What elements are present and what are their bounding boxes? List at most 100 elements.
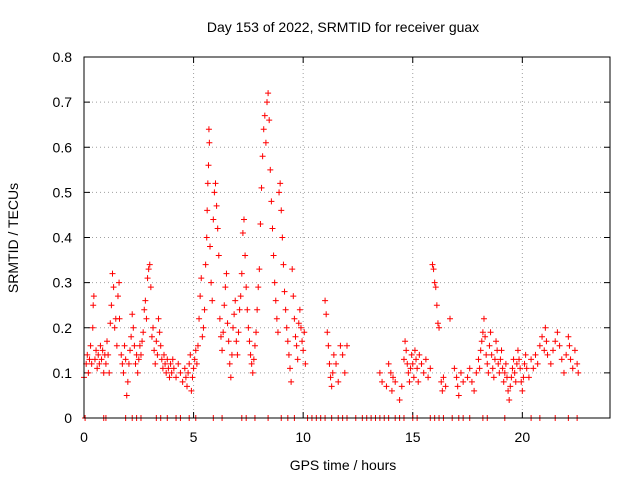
data-point (403, 347, 410, 354)
data-point (227, 374, 234, 381)
data-point (257, 220, 264, 227)
data-point (414, 365, 421, 372)
data-point (471, 387, 478, 394)
data-point (475, 356, 482, 363)
data-point (207, 243, 214, 250)
data-point (173, 374, 180, 381)
data-point (285, 351, 292, 358)
data-point (269, 225, 276, 232)
data-point (506, 396, 513, 403)
y-tick-label: 0.2 (53, 320, 73, 336)
data-point (488, 351, 495, 358)
data-point (385, 360, 392, 367)
data-point (479, 329, 486, 336)
data-point (253, 329, 260, 336)
data-point (204, 180, 211, 187)
data-point (258, 184, 265, 191)
y-tick-label: 0.1 (53, 365, 73, 381)
data-point (255, 284, 262, 291)
y-tick-label: 0.8 (53, 49, 73, 65)
data-point (153, 338, 160, 345)
data-point (261, 112, 268, 119)
data-point (476, 365, 483, 372)
data-point (118, 351, 125, 358)
data-point (323, 311, 330, 318)
data-point (231, 311, 238, 318)
data-point (468, 378, 475, 385)
data-point (234, 351, 241, 358)
data-point (433, 302, 440, 309)
data-point (206, 139, 213, 146)
data-point (100, 369, 107, 376)
data-point (116, 279, 123, 286)
data-point (102, 360, 109, 367)
data-point (90, 293, 97, 300)
data-point (146, 261, 153, 268)
data-point (447, 315, 454, 322)
data-point (534, 360, 541, 367)
data-point (530, 365, 537, 372)
data-point (571, 347, 578, 354)
data-point (302, 360, 309, 367)
chart-title: Day 153 of 2022, SRMTID for receiver gua… (207, 19, 479, 35)
data-point (289, 266, 296, 273)
data-point (110, 284, 117, 291)
data-point (453, 374, 460, 381)
data-point (291, 315, 298, 322)
data-point (565, 333, 572, 340)
data-point (256, 266, 263, 273)
data-point (270, 252, 277, 259)
data-point (272, 297, 279, 304)
plot-frame (83, 56, 611, 419)
data-point (335, 378, 342, 385)
data-point (500, 378, 507, 385)
data-point (159, 365, 166, 372)
data-point (243, 284, 250, 291)
data-point (574, 360, 581, 367)
data-point (478, 338, 485, 345)
data-point (267, 166, 274, 173)
data-point (221, 302, 228, 309)
data-point (225, 338, 232, 345)
data-point (170, 365, 177, 372)
data-point (230, 324, 237, 331)
data-point (556, 342, 563, 349)
data-point (158, 356, 165, 363)
data-point (278, 207, 285, 214)
data-point (156, 329, 163, 336)
data-point (211, 189, 218, 196)
data-point (166, 374, 173, 381)
data-point (280, 261, 287, 268)
y-tick-label: 0.5 (53, 184, 73, 200)
data-point (98, 356, 105, 363)
data-point (510, 356, 517, 363)
data-point (116, 315, 123, 322)
data-point (299, 338, 306, 345)
data-point (90, 302, 97, 309)
data-point (194, 342, 201, 349)
data-point (329, 369, 336, 376)
x-tick-label: 0 (80, 429, 88, 445)
data-point (507, 383, 514, 390)
data-point (205, 162, 212, 169)
data-point (247, 351, 254, 358)
data-point (513, 360, 520, 367)
data-point (177, 369, 184, 376)
data-point (203, 234, 210, 241)
x-tick-label: 15 (405, 429, 421, 445)
data-point (418, 360, 425, 367)
data-point (84, 351, 91, 358)
data-point (407, 365, 414, 372)
data-point (132, 360, 139, 367)
data-point (466, 365, 473, 372)
data-point (383, 383, 390, 390)
data-point (167, 360, 174, 367)
data-point (123, 392, 130, 399)
data-point (254, 306, 261, 313)
data-point (184, 383, 191, 390)
data-point (245, 324, 252, 331)
x-axis-label: GPS time / hours (290, 457, 397, 473)
data-point (130, 324, 137, 331)
data-point (182, 374, 189, 381)
data-point (205, 126, 212, 133)
